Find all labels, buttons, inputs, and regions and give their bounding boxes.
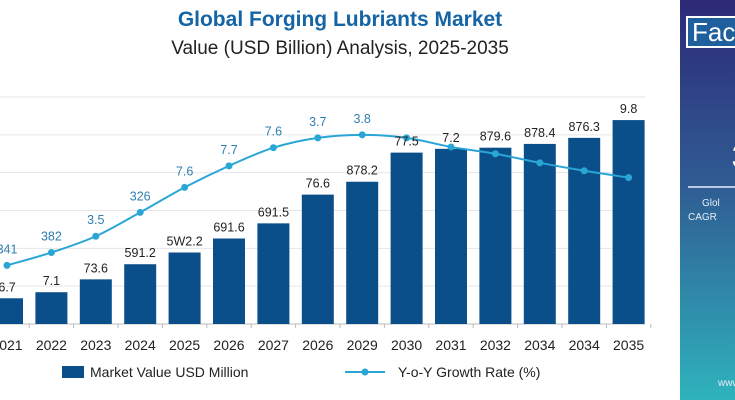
chart-subtitle: Value (USD Billion) Analysis, 2025-2035 (171, 38, 509, 59)
bar-value-label: 7.1 (43, 274, 60, 288)
bar-value-label: 691.5 (258, 205, 289, 219)
divider (688, 186, 735, 188)
growth-value-label: 7.6 (265, 125, 282, 139)
x-tick-label: 2026 (302, 337, 333, 353)
x-tick-label: 2024 (125, 337, 156, 353)
logo: Fac (686, 16, 735, 48)
bar (390, 152, 423, 324)
x-tick-label: 2034 (569, 337, 600, 353)
legend-line-label: Y-o-Y Growth Rate (%) (398, 364, 540, 380)
bar (301, 194, 334, 324)
growth-value-label: 382 (41, 229, 62, 243)
bar (35, 292, 68, 324)
growth-value-label: 326 (130, 189, 151, 203)
bar (523, 143, 556, 324)
bar-value-label: 5W2.2 (167, 234, 203, 248)
growth-point (625, 174, 633, 182)
bar (346, 181, 379, 324)
bar-value-label: 591.2 (125, 246, 156, 260)
growth-point (447, 143, 455, 151)
growth-point (225, 162, 233, 170)
bar (79, 279, 112, 324)
bar-value-label: 9.8 (620, 102, 637, 116)
growth-point (403, 134, 411, 142)
bar (213, 238, 245, 324)
bar (124, 264, 157, 324)
growth-point (47, 248, 55, 256)
growth-point (358, 131, 366, 139)
bar (168, 252, 201, 324)
legend-bar-swatch (62, 366, 84, 378)
bar-value-label: 77.5 (394, 135, 418, 149)
legend-line-marker (361, 368, 369, 376)
website-text: www (718, 378, 735, 389)
x-tick-label: 2023 (80, 337, 111, 353)
bar (568, 137, 601, 324)
growth-value-label: 3.8 (354, 112, 371, 126)
growth-point (136, 208, 144, 216)
x-tick-label: 2022 (36, 337, 67, 353)
bar-value-label: 76.6 (306, 177, 330, 191)
bar (0, 298, 23, 324)
bar (479, 147, 512, 324)
bar (435, 148, 467, 324)
x-tick-label: 2034 (524, 337, 555, 353)
bar-value-label: 878.4 (524, 126, 555, 140)
x-tick-label: 2025 (169, 337, 200, 353)
x-tick-label: 2029 (347, 337, 378, 353)
bar (257, 223, 290, 324)
growth-value-label: 3.5 (87, 213, 104, 227)
bar-value-label: 879.6 (480, 130, 511, 144)
bar (612, 120, 645, 324)
growth-value-label: 341 (0, 242, 17, 256)
growth-point (3, 261, 11, 269)
x-tick-label: 2031 (435, 337, 466, 353)
growth-point (491, 150, 499, 158)
growth-point (269, 144, 277, 152)
chart-title: Global Forging Lubriants Market (177, 8, 503, 31)
bar-value-label: 7.2 (442, 131, 459, 145)
growth-point (92, 232, 100, 240)
panel-label: CAGR (688, 212, 717, 223)
growth-value-label: 7.7 (220, 143, 237, 157)
growth-point (580, 167, 588, 175)
x-tick-label: 2027 (258, 337, 289, 353)
growth-value-label: 3.7 (309, 115, 326, 129)
x-tick-label: 2021 (0, 337, 23, 353)
cagr-value: 3. (732, 138, 735, 177)
growth-point (536, 159, 544, 167)
x-tick-label: 2035 (613, 337, 644, 353)
growth-value-label: 7.6 (176, 164, 193, 178)
x-tick-label: 2030 (391, 337, 422, 353)
legend-bar-label: Market Value USD Million (90, 364, 248, 380)
bar-value-label: 73.6 (84, 261, 108, 275)
bar-value-label: 691.6 (213, 220, 244, 234)
chart: 6.7 7.1 73.6 591.2 5W2.2 691.6 691.5 76.6 878.2 7… (0, 96, 652, 380)
x-tick-label: 2032 (480, 337, 511, 353)
panel-label: Glol (702, 198, 720, 209)
growth-point (314, 134, 322, 142)
bar-value-label: 6.7 (0, 280, 16, 294)
bar-value-label: 876.3 (569, 120, 600, 134)
bar-value-label: 878.2 (347, 164, 378, 178)
growth-point (181, 183, 189, 191)
x-tick-label: 2026 (213, 337, 244, 353)
side-panel: Fac 3. Glol CAGR www (680, 0, 735, 400)
